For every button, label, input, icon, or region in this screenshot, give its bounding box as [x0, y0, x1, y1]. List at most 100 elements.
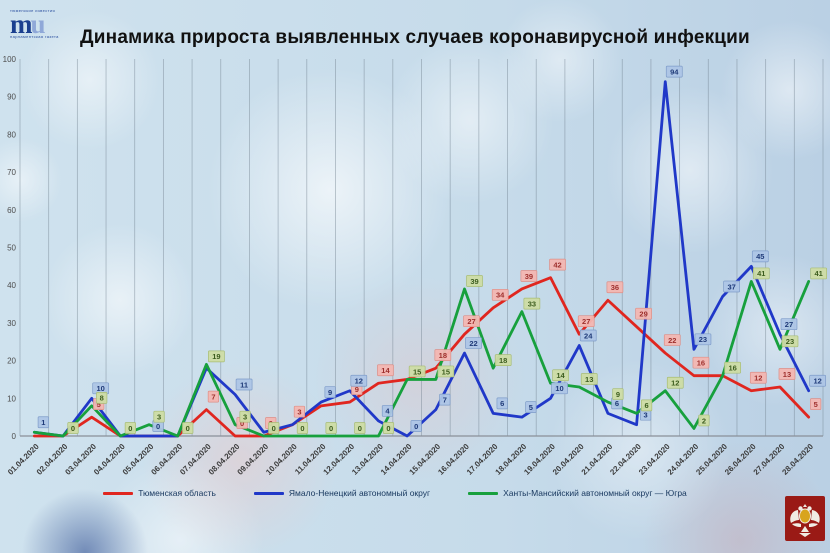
svg-text:40: 40	[7, 281, 16, 290]
svg-text:94: 94	[670, 67, 679, 76]
chart-legend: Тюменская область Ямало-Ненецкий автоном…	[0, 488, 790, 498]
legend-swatch-blue	[253, 491, 284, 495]
svg-text:5: 5	[529, 403, 533, 412]
svg-text:0: 0	[71, 424, 75, 433]
svg-text:0: 0	[329, 424, 333, 433]
svg-text:0: 0	[358, 424, 362, 433]
svg-text:0: 0	[156, 422, 160, 431]
svg-text:11: 11	[240, 380, 248, 389]
newspaper-logo-top-text: тюменские известия	[10, 8, 56, 13]
svg-text:45: 45	[756, 252, 764, 261]
svg-text:39: 39	[470, 277, 478, 286]
svg-text:1: 1	[41, 418, 45, 427]
svg-text:10: 10	[555, 384, 563, 393]
page-title: Динамика прироста выявленных случаев кор…	[80, 27, 750, 48]
svg-text:2: 2	[702, 416, 706, 425]
svg-text:24: 24	[584, 331, 593, 340]
svg-text:22: 22	[668, 336, 676, 345]
svg-text:0: 0	[240, 419, 244, 428]
svg-text:12: 12	[813, 377, 821, 386]
svg-text:13: 13	[585, 375, 593, 384]
svg-text:27: 27	[467, 317, 475, 326]
svg-text:9: 9	[616, 390, 620, 399]
svg-text:18: 18	[499, 356, 507, 365]
svg-text:10: 10	[97, 384, 105, 393]
svg-text:14: 14	[381, 366, 390, 375]
svg-text:0: 0	[414, 422, 418, 431]
legend-item-tyumen: Тюменская область	[103, 488, 216, 498]
newspaper-logo-bottom-text: парламентская газета	[10, 34, 59, 39]
y-axis-labels: 0 10 20 30 40 50 60 70 80 90 100	[3, 55, 17, 441]
svg-text:80: 80	[7, 130, 16, 139]
svg-text:90: 90	[7, 93, 16, 102]
svg-text:70: 70	[7, 168, 16, 177]
newspaper-logo-mark: mu	[10, 9, 46, 39]
svg-text:39: 39	[525, 272, 533, 281]
svg-text:10: 10	[7, 394, 16, 403]
svg-text:30: 30	[7, 319, 16, 328]
svg-text:0: 0	[300, 424, 304, 433]
svg-text:28.04.2020: 28.04.2020	[780, 442, 815, 477]
svg-text:0: 0	[386, 424, 390, 433]
svg-text:0: 0	[186, 424, 190, 433]
svg-text:33: 33	[528, 299, 536, 308]
svg-text:5: 5	[814, 400, 818, 409]
svg-text:15: 15	[413, 367, 421, 376]
svg-text:22: 22	[469, 339, 477, 348]
svg-text:3: 3	[157, 412, 161, 421]
svg-text:3: 3	[243, 412, 247, 421]
svg-text:42: 42	[553, 260, 561, 269]
svg-text:16: 16	[728, 363, 736, 372]
svg-text:100: 100	[3, 55, 17, 64]
newspaper-logo: тюменские известия mu парламентская газе…	[10, 9, 70, 39]
svg-text:23: 23	[699, 335, 707, 344]
svg-text:6: 6	[645, 401, 649, 410]
svg-text:6: 6	[615, 399, 619, 408]
svg-text:60: 60	[7, 206, 16, 215]
line-chart: 010203040506070809010001.04.202002.04.20…	[3, 55, 828, 477]
legend-item-yamal: Ямало-Ненецкий автономный округ	[253, 488, 430, 498]
svg-text:41: 41	[814, 269, 822, 278]
coat-of-arms-emblem	[785, 496, 825, 541]
svg-text:12: 12	[754, 374, 762, 383]
svg-text:19: 19	[212, 352, 220, 361]
legend-swatch-green	[468, 491, 499, 495]
svg-text:0: 0	[272, 424, 276, 433]
svg-text:6: 6	[500, 399, 504, 408]
svg-text:0: 0	[12, 432, 17, 441]
svg-text:29: 29	[639, 309, 647, 318]
svg-text:27: 27	[785, 320, 793, 329]
svg-text:0: 0	[128, 424, 132, 433]
svg-text:41: 41	[757, 269, 765, 278]
svg-text:5: 5	[97, 400, 101, 409]
legend-item-yugra: Ханты-Мансийский автономный округ — Югра	[468, 488, 687, 498]
svg-text:9: 9	[328, 388, 332, 397]
svg-text:27: 27	[582, 317, 590, 326]
svg-text:3: 3	[297, 407, 301, 416]
svg-text:12: 12	[355, 377, 363, 386]
x-axis-labels: 01.04.202002.04.202003.04.202004.04.2020…	[6, 442, 815, 477]
svg-text:34: 34	[496, 291, 505, 300]
svg-text:14: 14	[556, 371, 565, 380]
svg-text:50: 50	[7, 244, 16, 253]
svg-text:7: 7	[443, 395, 447, 404]
svg-text:16: 16	[697, 358, 705, 367]
svg-text:4: 4	[385, 407, 390, 416]
svg-text:3: 3	[644, 410, 648, 419]
svg-text:36: 36	[611, 283, 619, 292]
svg-text:18: 18	[439, 351, 447, 360]
svg-text:7: 7	[211, 392, 215, 401]
svg-text:8: 8	[100, 394, 104, 403]
svg-text:9: 9	[355, 385, 359, 394]
svg-text:20: 20	[7, 357, 16, 366]
svg-text:15: 15	[442, 367, 450, 376]
point-labels-0: 570039141827343942273629221612135	[93, 258, 822, 429]
svg-text:12: 12	[671, 379, 679, 388]
svg-text:37: 37	[727, 282, 735, 291]
svg-text:23: 23	[786, 337, 794, 346]
svg-text:13: 13	[783, 370, 791, 379]
